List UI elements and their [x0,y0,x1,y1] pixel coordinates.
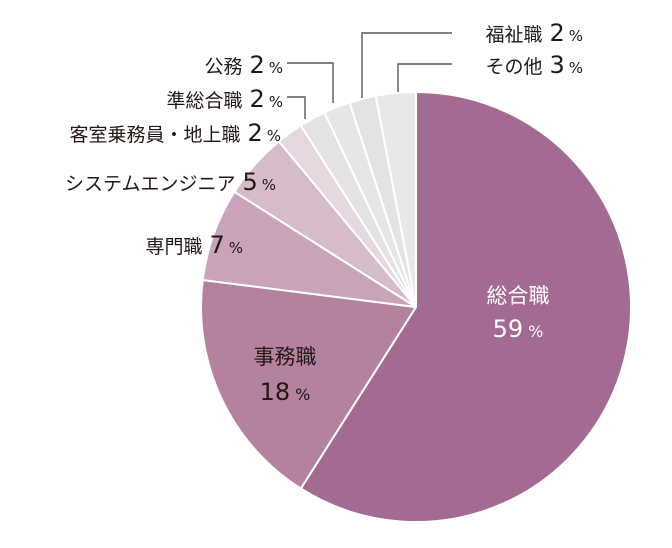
slice-3-label-group: システムエンジニア 5% [65,168,276,196]
slice-4-label: 客室乗務員・地上職 [69,124,240,146]
slice-7-leader-line [361,32,452,98]
slice-1-label: 事務職 [254,345,317,369]
slice-2-label-group: 専門職 7% [145,231,243,259]
slice-8 [374,91,417,308]
slice-3-value-label: 5 [242,168,257,196]
slice-7-label-group: 福祉職 2% [485,19,583,47]
slice-0-value-label: 59% [493,315,544,343]
pie-slices [200,91,633,523]
slice-8-label: その他 [485,56,542,78]
slice-1-value-label: 18% [260,378,311,406]
slice-7-value-label: 2 [549,19,564,47]
slice-5-label-group: 準総合職 2% [166,85,283,113]
slice-5-value-label: 2 [249,85,264,113]
slice-8-label-group: その他 3% [485,51,583,79]
slice-8-value-label: 3 [549,51,564,79]
slice-8-leader-line [397,63,452,92]
slice-6-label-group: 公務 2% [204,51,283,79]
slice-2-value-label: 7 [209,231,224,259]
slice-1 [200,279,417,490]
slice-0 [299,91,633,523]
slice-4-label-group: 客室乗務員・地上職 2% [69,119,281,147]
slice-5-leader-line [287,96,306,119]
slice-6-leader-line [287,62,334,103]
slice-6-value-label: 2 [249,51,264,79]
slice-6-label: 公務 [204,56,242,78]
slice-3-label: システムエンジニア [65,173,235,195]
leader-lines [287,32,452,119]
slice-7-label: 福祉職 [485,24,542,46]
slice-5-label: 準総合職 [166,90,242,112]
slice-4-value-label: 2 [247,119,262,147]
slice-2-label: 専門職 [145,236,202,258]
slice-0-label: 総合職 [487,284,550,308]
